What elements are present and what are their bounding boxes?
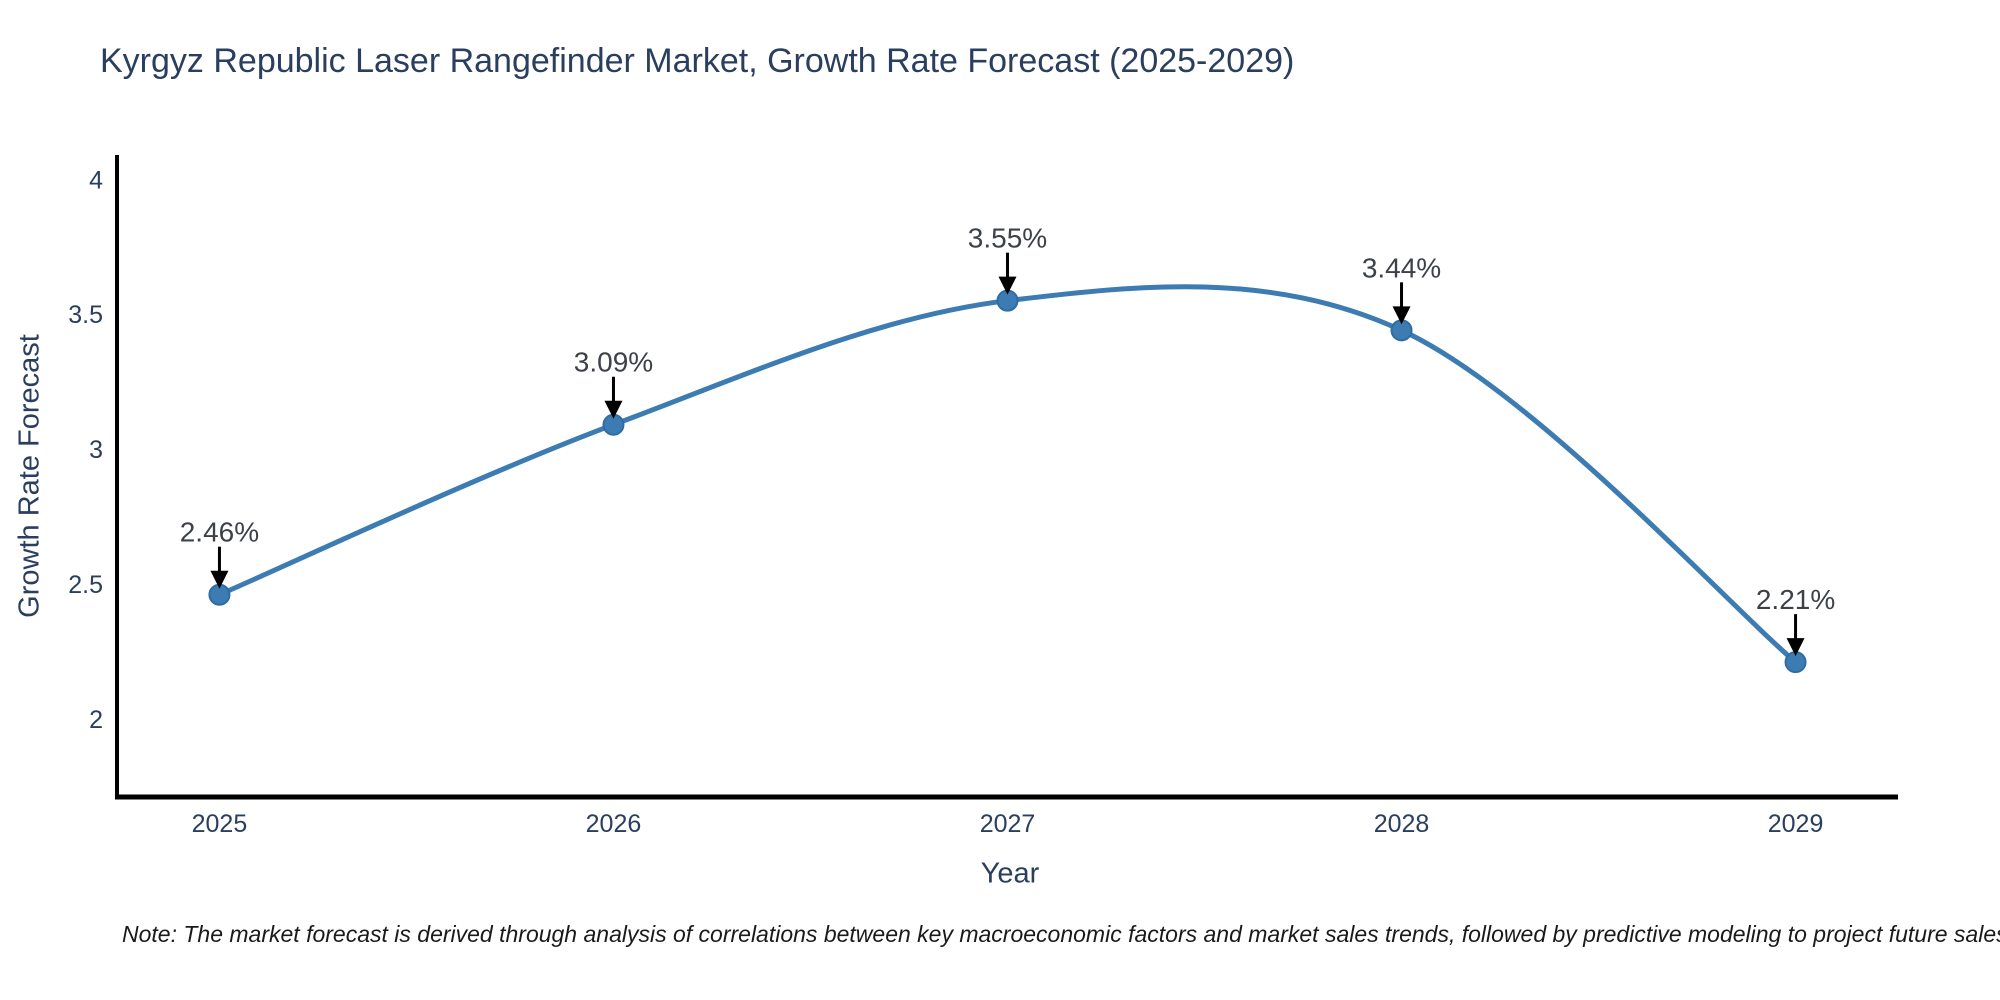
x-axis-label: Year <box>980 857 1040 890</box>
annotation-arrow-head <box>604 400 623 419</box>
y-tick-label: 4 <box>89 166 103 194</box>
point-label: 2.46% <box>180 517 259 548</box>
trend-line <box>216 284 1799 665</box>
point-label: 2.21% <box>1756 584 1835 615</box>
x-tick-label: 2027 <box>980 810 1036 838</box>
x-tick-label: 2028 <box>1374 810 1430 838</box>
y-tick-label: 3.5 <box>68 301 103 329</box>
point-label: 3.09% <box>574 347 653 378</box>
annotation-arrow-head <box>1786 638 1805 657</box>
annotation-arrow-head <box>210 570 229 589</box>
y-tick-label: 2 <box>89 706 103 734</box>
y-tick-label: 3 <box>89 436 103 464</box>
x-tick-label: 2029 <box>1768 810 1824 838</box>
x-tick-label: 2026 <box>586 810 642 838</box>
point-label: 3.44% <box>1362 252 1441 283</box>
footnote: Note: The market forecast is derived thr… <box>122 921 2000 947</box>
point-label: 3.55% <box>968 223 1047 254</box>
chart-title: Kyrgyz Republic Laser Rangefinder Market… <box>100 42 1295 80</box>
annotation-arrow-head <box>998 276 1017 295</box>
annotation-arrow-head <box>1392 306 1411 325</box>
y-tick-label: 2.5 <box>68 571 103 599</box>
x-tick-label: 2025 <box>192 810 248 838</box>
